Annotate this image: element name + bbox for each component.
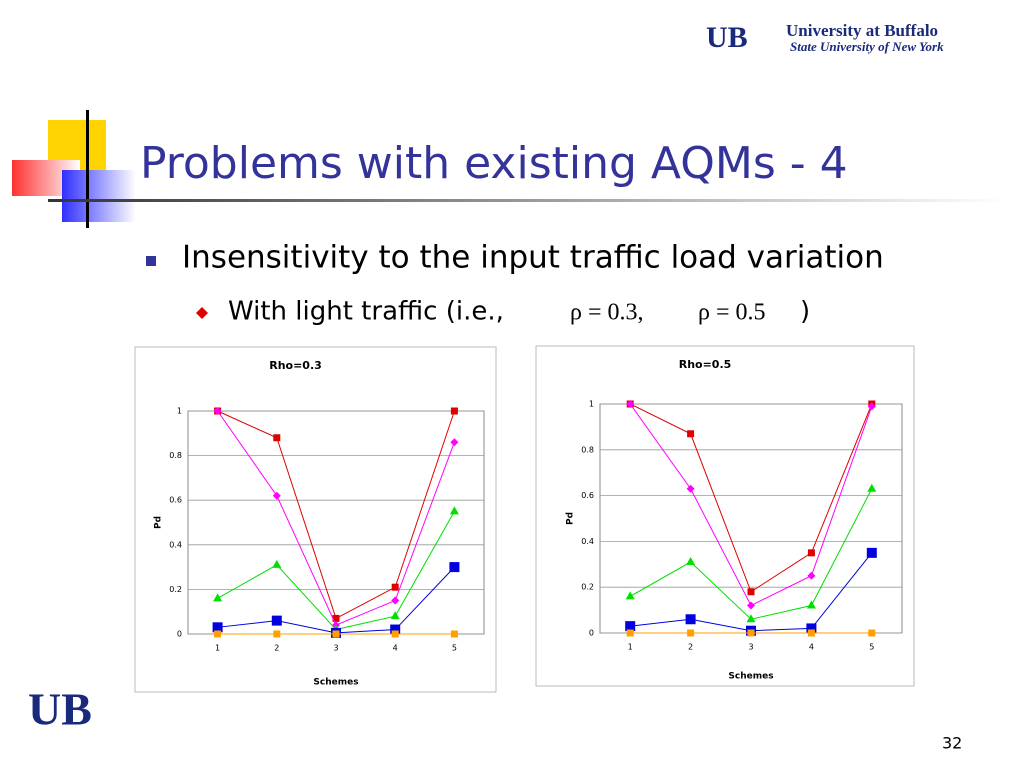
y-tick-label: 0.4 [581, 537, 594, 546]
y-tick-label: 0 [589, 629, 594, 638]
deco-line [86, 110, 89, 228]
marker [806, 600, 816, 609]
marker [391, 630, 399, 638]
marker [625, 621, 636, 632]
y-tick-label: 1 [589, 400, 594, 409]
marker [449, 506, 459, 515]
marker [212, 622, 223, 633]
x-tick-label: 3 [333, 644, 338, 653]
marker [686, 557, 696, 566]
chart-title: Rho=0.5 [679, 358, 732, 371]
marker [391, 583, 399, 591]
marker [390, 624, 401, 635]
x-tick-label: 5 [452, 644, 457, 653]
marker [449, 562, 460, 573]
x-tick-label: 4 [809, 643, 814, 652]
x-tick-label: 4 [393, 644, 398, 653]
footer-logo: UB [28, 684, 92, 735]
marker [807, 629, 815, 637]
marker [332, 630, 340, 638]
bullet: Insensitivity to the input traffic load … [182, 240, 884, 276]
marker [867, 402, 876, 411]
marker [807, 571, 816, 580]
formula: ρ = 0.3, [570, 300, 644, 326]
y-axis-label: Pd [154, 516, 164, 529]
y-tick-label: 1 [177, 407, 182, 416]
y-tick-label: 0.6 [581, 491, 594, 500]
y-tick-label: 0.4 [169, 540, 182, 549]
marker [214, 630, 222, 638]
marker [272, 491, 281, 500]
y-tick-label: 0.8 [169, 451, 182, 460]
x-axis-label: Schemes [728, 672, 773, 682]
marker [686, 484, 695, 493]
x-tick-label: 2 [688, 643, 693, 652]
x-tick-label: 2 [274, 644, 279, 653]
x-tick-label: 3 [748, 643, 753, 652]
deco-blue [62, 170, 136, 222]
marker [213, 593, 223, 602]
marker [685, 614, 696, 625]
marker [390, 611, 400, 620]
marker [271, 615, 282, 626]
y-tick-label: 0.2 [169, 585, 182, 594]
sub-bullet-icon [196, 307, 208, 319]
marker [747, 588, 755, 596]
logo-mark: UB [706, 21, 748, 54]
marker [747, 601, 755, 610]
marker [273, 434, 281, 442]
marker [687, 430, 695, 438]
marker [866, 547, 877, 558]
marker [747, 629, 755, 637]
plot-area [187, 410, 485, 635]
logo-title: University at Buffalo [786, 21, 938, 40]
marker [273, 630, 281, 638]
chart-title: Rho=0.3 [269, 359, 322, 372]
marker [450, 438, 459, 447]
marker [868, 629, 876, 637]
y-axis-label: Pd [566, 512, 576, 525]
sub-bullet-end: ) [800, 297, 810, 327]
marker [450, 630, 458, 638]
marker [806, 623, 817, 634]
y-tick-label: 0.2 [581, 583, 594, 592]
formula: ρ = 0.5 [698, 300, 766, 326]
y-tick-label: 0.8 [581, 445, 594, 454]
marker [807, 549, 815, 557]
marker [746, 614, 756, 623]
logo-subtitle: State University of New York [790, 39, 944, 54]
x-tick-label: 1 [215, 644, 220, 653]
y-tick-label: 0 [177, 630, 182, 639]
marker [272, 559, 282, 568]
slide-title: Problems with existing AQMs - 4 [140, 138, 848, 189]
marker [687, 629, 695, 637]
sub-bullet: With light traffic (i.e., [228, 297, 504, 327]
bullet-icon [146, 256, 156, 266]
page-number: 32 [942, 734, 962, 753]
marker [626, 400, 635, 408]
marker [626, 629, 634, 637]
y-tick-label: 0.6 [169, 496, 182, 505]
marker [391, 596, 400, 605]
title-rule [48, 199, 1008, 202]
marker [867, 483, 877, 492]
x-tick-label: 5 [869, 643, 874, 652]
marker [213, 407, 222, 415]
marker [332, 614, 340, 622]
marker [450, 407, 458, 415]
x-tick-label: 1 [628, 643, 633, 652]
marker [625, 591, 635, 600]
x-axis-label: Schemes [313, 678, 358, 688]
